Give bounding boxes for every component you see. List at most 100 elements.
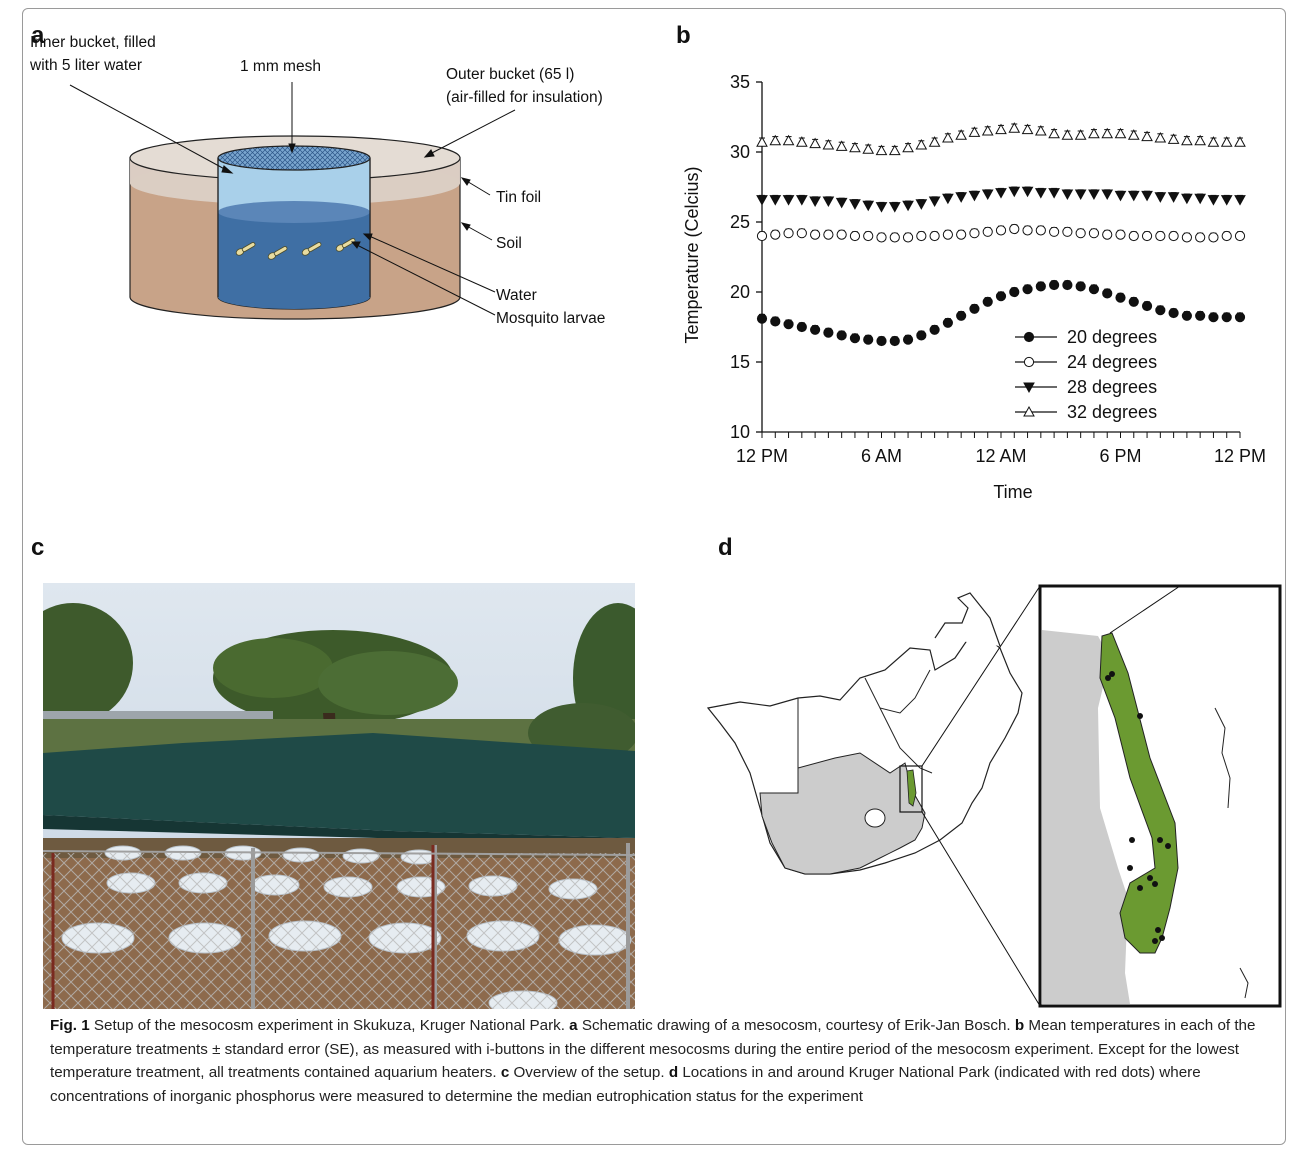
data-point (1221, 230, 1232, 242)
panel-label-d: d (718, 534, 733, 561)
data-point (1221, 312, 1232, 323)
data-point (862, 143, 875, 154)
data-point (1008, 186, 1021, 198)
data-point (1021, 186, 1034, 198)
mesh-top (217, 145, 371, 171)
caption-d-text: Locations in and around Kruger National … (50, 1064, 1201, 1105)
data-point (915, 199, 928, 210)
data-point (969, 303, 980, 314)
data-point (995, 291, 1007, 302)
data-point (942, 229, 953, 240)
data-point (1114, 190, 1127, 202)
data-point (823, 229, 834, 240)
data-point (1008, 122, 1021, 133)
data-point (1208, 312, 1219, 323)
data-point (1181, 232, 1192, 243)
data-point (1074, 129, 1087, 140)
label-outer-bucket: Outer bucket (65 l) (446, 66, 574, 83)
data-point (1023, 405, 1035, 417)
data-point (1062, 226, 1073, 237)
data-point (810, 229, 821, 240)
series-2 (756, 186, 1246, 213)
data-point (956, 229, 967, 240)
series-1 (756, 223, 1246, 243)
caption-b-text: Mean temperatures in each of the tempera… (50, 1017, 1256, 1081)
data-point (942, 193, 954, 205)
y-tick-label: 25 (730, 212, 750, 232)
data-point (982, 226, 993, 237)
panel-label-c: c (31, 534, 45, 561)
data-point (756, 195, 768, 206)
figure-caption: Fig. 1 Setup of the mesocosm experiment … (50, 1014, 1275, 1108)
data-point (770, 229, 781, 240)
data-point (849, 230, 861, 242)
y-axis: 10 15 20 25 30 35 (730, 72, 763, 442)
y-axis-label: Temperature (Celcius) (682, 166, 702, 343)
caption-b-label: b (1014, 1017, 1025, 1034)
mosquito-larvae (235, 238, 356, 260)
data-point (795, 136, 808, 147)
data-point (1115, 229, 1126, 240)
kruger-map-svg (706, 584, 1282, 1008)
data-point (876, 232, 887, 243)
y-tick-label: 35 (730, 72, 750, 92)
data-point (862, 200, 875, 212)
data-point (1141, 300, 1153, 312)
data-point (1021, 123, 1034, 135)
kruger-park (1099, 632, 1179, 954)
data-point (876, 335, 887, 347)
x-tick-label: 12 AM (975, 446, 1026, 466)
data-point (1128, 296, 1139, 307)
data-point (902, 141, 914, 153)
data-point (1195, 310, 1206, 321)
data-point (1168, 230, 1179, 242)
data-point (1181, 310, 1192, 321)
data-point (1154, 131, 1167, 143)
data-point (1075, 281, 1086, 292)
figure-frame (22, 8, 1286, 1145)
data-point (809, 196, 821, 208)
data-point (995, 123, 1007, 135)
data-point (1023, 356, 1035, 368)
data-point (969, 228, 980, 239)
caption-a-label: a (569, 1017, 578, 1034)
data-point (928, 136, 941, 147)
data-point (1102, 229, 1113, 240)
caption-c-text: Overview of the setup. (509, 1064, 669, 1081)
data-point (1181, 193, 1193, 205)
data-point (875, 144, 888, 156)
setup-photo (43, 583, 635, 1009)
data-point (1114, 127, 1127, 139)
data-point (783, 319, 794, 330)
water-body (218, 212, 370, 309)
data-point (756, 313, 768, 324)
data-point (782, 195, 795, 206)
data-point (1195, 232, 1206, 243)
data-point (981, 189, 994, 201)
data-point (756, 136, 768, 147)
caption-c-label: c (500, 1064, 510, 1081)
data-point (796, 228, 807, 239)
data-point (809, 137, 821, 149)
data-point (1061, 129, 1074, 140)
data-point (1141, 230, 1153, 242)
data-point (1035, 225, 1046, 236)
data-point (1034, 188, 1047, 199)
data-point (1220, 136, 1233, 147)
data-point (1207, 195, 1220, 206)
data-point (849, 199, 861, 210)
data-point (783, 228, 794, 239)
data-point (1194, 134, 1207, 146)
data-point (928, 196, 941, 208)
data-point (823, 327, 834, 338)
data-point (968, 190, 981, 202)
data-point (902, 232, 914, 243)
kruger-map (700, 578, 1285, 1013)
data-point (863, 334, 874, 345)
data-point (1115, 292, 1126, 303)
x-axis-label: Time (993, 482, 1032, 502)
data-point (1154, 192, 1167, 203)
label-water: Water (496, 287, 537, 304)
data-point (956, 310, 967, 321)
data-point (1061, 189, 1074, 201)
